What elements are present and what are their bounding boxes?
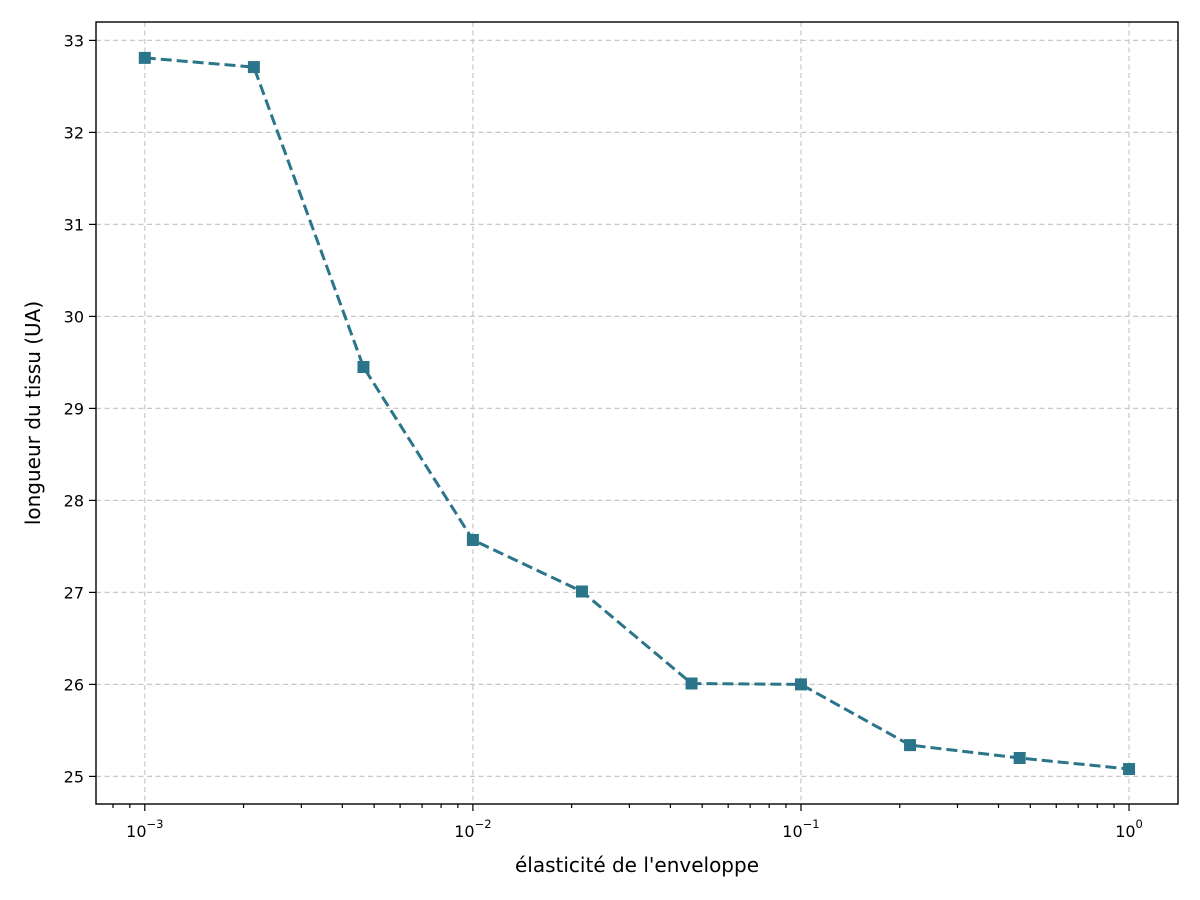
plot-frame [95,21,1179,805]
series-layer [138,51,1136,776]
grid [96,22,1178,804]
data-point-marker [575,585,588,598]
x-tick-label: 10−1 [782,817,819,841]
x-tick-label: 10−3 [126,817,163,841]
data-point-marker [466,533,479,546]
series-line [144,56,1130,771]
data-point-marker [904,739,917,752]
data-point-marker [685,677,698,690]
data-point-marker [1013,752,1026,764]
y-tick-label: 28 [64,491,84,510]
data-point-marker [138,51,151,64]
y-tick-label: 29 [64,399,84,418]
data-point-marker [1123,763,1136,776]
y-tick-label: 26 [64,675,84,694]
data-point-marker [794,678,807,691]
x-axis-label: élasticité de l'enveloppe [515,853,759,877]
y-tick-label: 31 [64,215,84,234]
y-tick-label: 30 [64,307,84,326]
tick-layer: 10−3 10−2 10−1 100 25 26 27 28 29 30 31 32 33 [64,31,1143,841]
y-tick-label: 27 [64,583,84,602]
y-tick-label: 32 [64,123,84,142]
y-tick-label: 25 [64,767,84,786]
data-point-marker [247,61,260,74]
data-point-marker [357,361,370,373]
y-axis-label: longueur du tissu (UA) [21,301,45,525]
x-tick-label: 100 [1115,817,1143,841]
x-tick-label: 10−2 [454,817,491,841]
y-tick-label: 33 [64,31,84,50]
